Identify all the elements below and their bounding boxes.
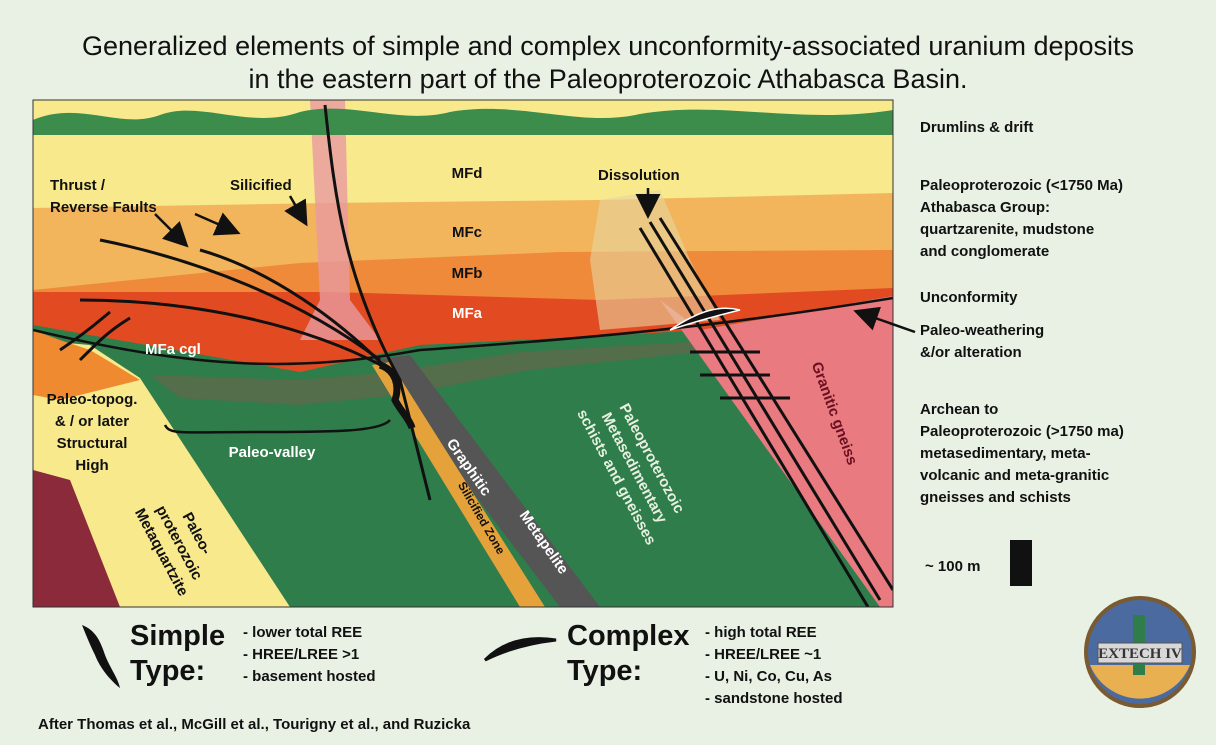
- type-note: - HREE/LREE ~1: [705, 646, 821, 663]
- cross-section: [33, 100, 893, 607]
- title-line: Generalized elements of simple and compl…: [82, 31, 1134, 61]
- section-label: Dissolution: [598, 167, 680, 184]
- section-label: High: [75, 457, 108, 474]
- section-label: & / or later: [55, 413, 129, 430]
- legend-text: Paleoproterozoic (>1750 ma): [920, 423, 1124, 440]
- legend-text: gneisses and schists: [920, 489, 1071, 506]
- section-frame: [32, 99, 894, 608]
- type-note: - high total REE: [705, 624, 817, 641]
- legend-text: Drumlins & drift: [920, 119, 1033, 136]
- layer-label: MFa cgl: [145, 341, 201, 358]
- logo-text: EXTECH IV: [1098, 646, 1182, 662]
- type-label: Type:: [130, 655, 205, 687]
- type-name: Complex: [567, 620, 689, 652]
- legend-text: Paleo-weathering: [920, 322, 1044, 339]
- arrows: [154, 188, 916, 334]
- legend-text: Archean to: [920, 401, 998, 418]
- legend-text: and conglomerate: [920, 243, 1049, 260]
- type-note: - HREE/LREE >1: [243, 646, 359, 663]
- scale-label: ~ 100 m: [925, 558, 980, 575]
- type-note: - sandstone hosted: [705, 690, 843, 707]
- type-note: - basement hosted: [243, 668, 376, 685]
- complex-icon: [483, 637, 557, 662]
- section-label: Silicified: [230, 177, 292, 194]
- legend-text: Athabasca Group:: [920, 199, 1050, 216]
- layer-label: MFb: [452, 265, 483, 282]
- type-note: - lower total REE: [243, 624, 362, 641]
- section-label: Paleo-topog.: [47, 391, 138, 408]
- type-note: - U, Ni, Co, Cu, As: [705, 668, 832, 685]
- legend-text: Paleoproterozoic (<1750 Ma): [920, 177, 1123, 194]
- title-line: in the eastern part of the Paleoproteroz…: [249, 64, 968, 94]
- type-name: Simple: [130, 620, 225, 652]
- legend-text: volcanic and meta-granitic: [920, 467, 1109, 484]
- scale-bar: [1010, 540, 1032, 586]
- layer-label: MFc: [452, 224, 482, 241]
- section-label: Structural: [57, 435, 128, 452]
- section-label: Reverse Faults: [50, 199, 157, 216]
- logo: EXTECH IV: [1084, 596, 1196, 708]
- type-label: Type:: [567, 655, 642, 687]
- legend-text: Unconformity: [920, 289, 1018, 306]
- section-label: Thrust /: [50, 177, 106, 194]
- legend-text: &/or alteration: [920, 344, 1022, 361]
- credit: After Thomas et al., McGill et al., Tour…: [38, 716, 471, 733]
- simple-icon: [82, 625, 120, 688]
- legend-text: metasedimentary, meta-: [920, 445, 1091, 462]
- layer-label: MFd: [452, 165, 483, 182]
- layer-label: MFa: [452, 305, 483, 322]
- section-label: Paleo-valley: [229, 444, 316, 461]
- legend-text: quartzarenite, mudstone: [920, 221, 1094, 238]
